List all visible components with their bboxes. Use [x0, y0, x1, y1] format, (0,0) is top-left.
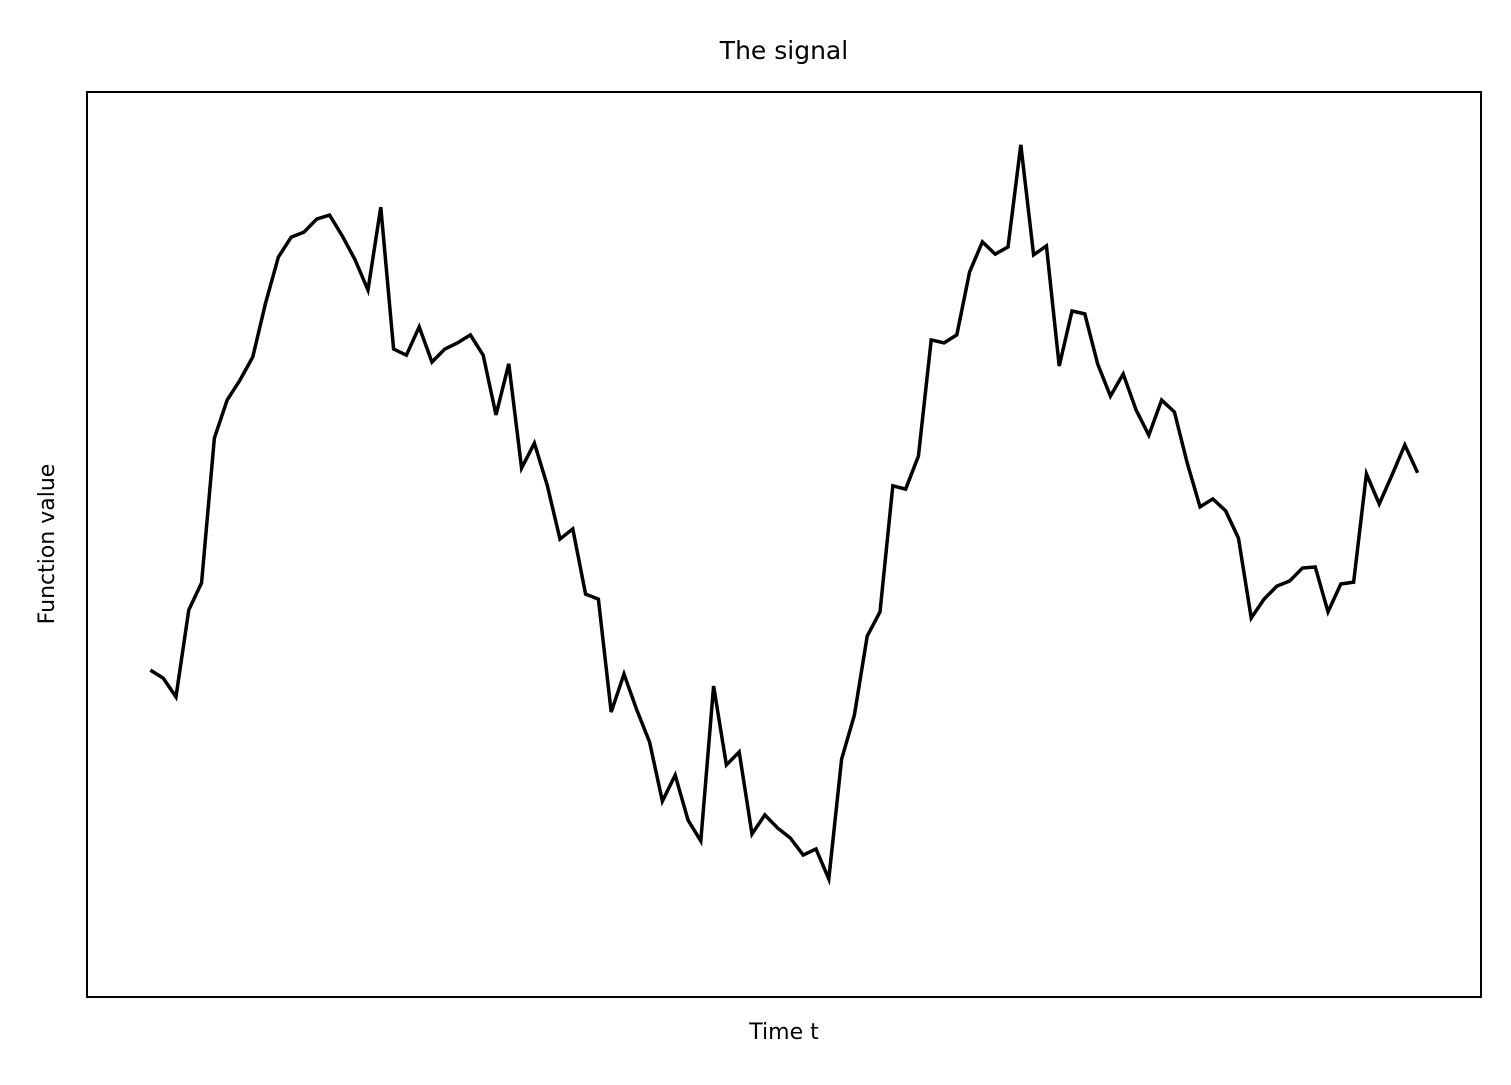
chart-title: The signal	[719, 36, 848, 65]
x-axis-label: Time t	[748, 1020, 819, 1045]
y-axis-label: Function value	[35, 464, 60, 625]
signal-line	[149, 144, 1420, 886]
plot-frame	[86, 91, 1482, 998]
